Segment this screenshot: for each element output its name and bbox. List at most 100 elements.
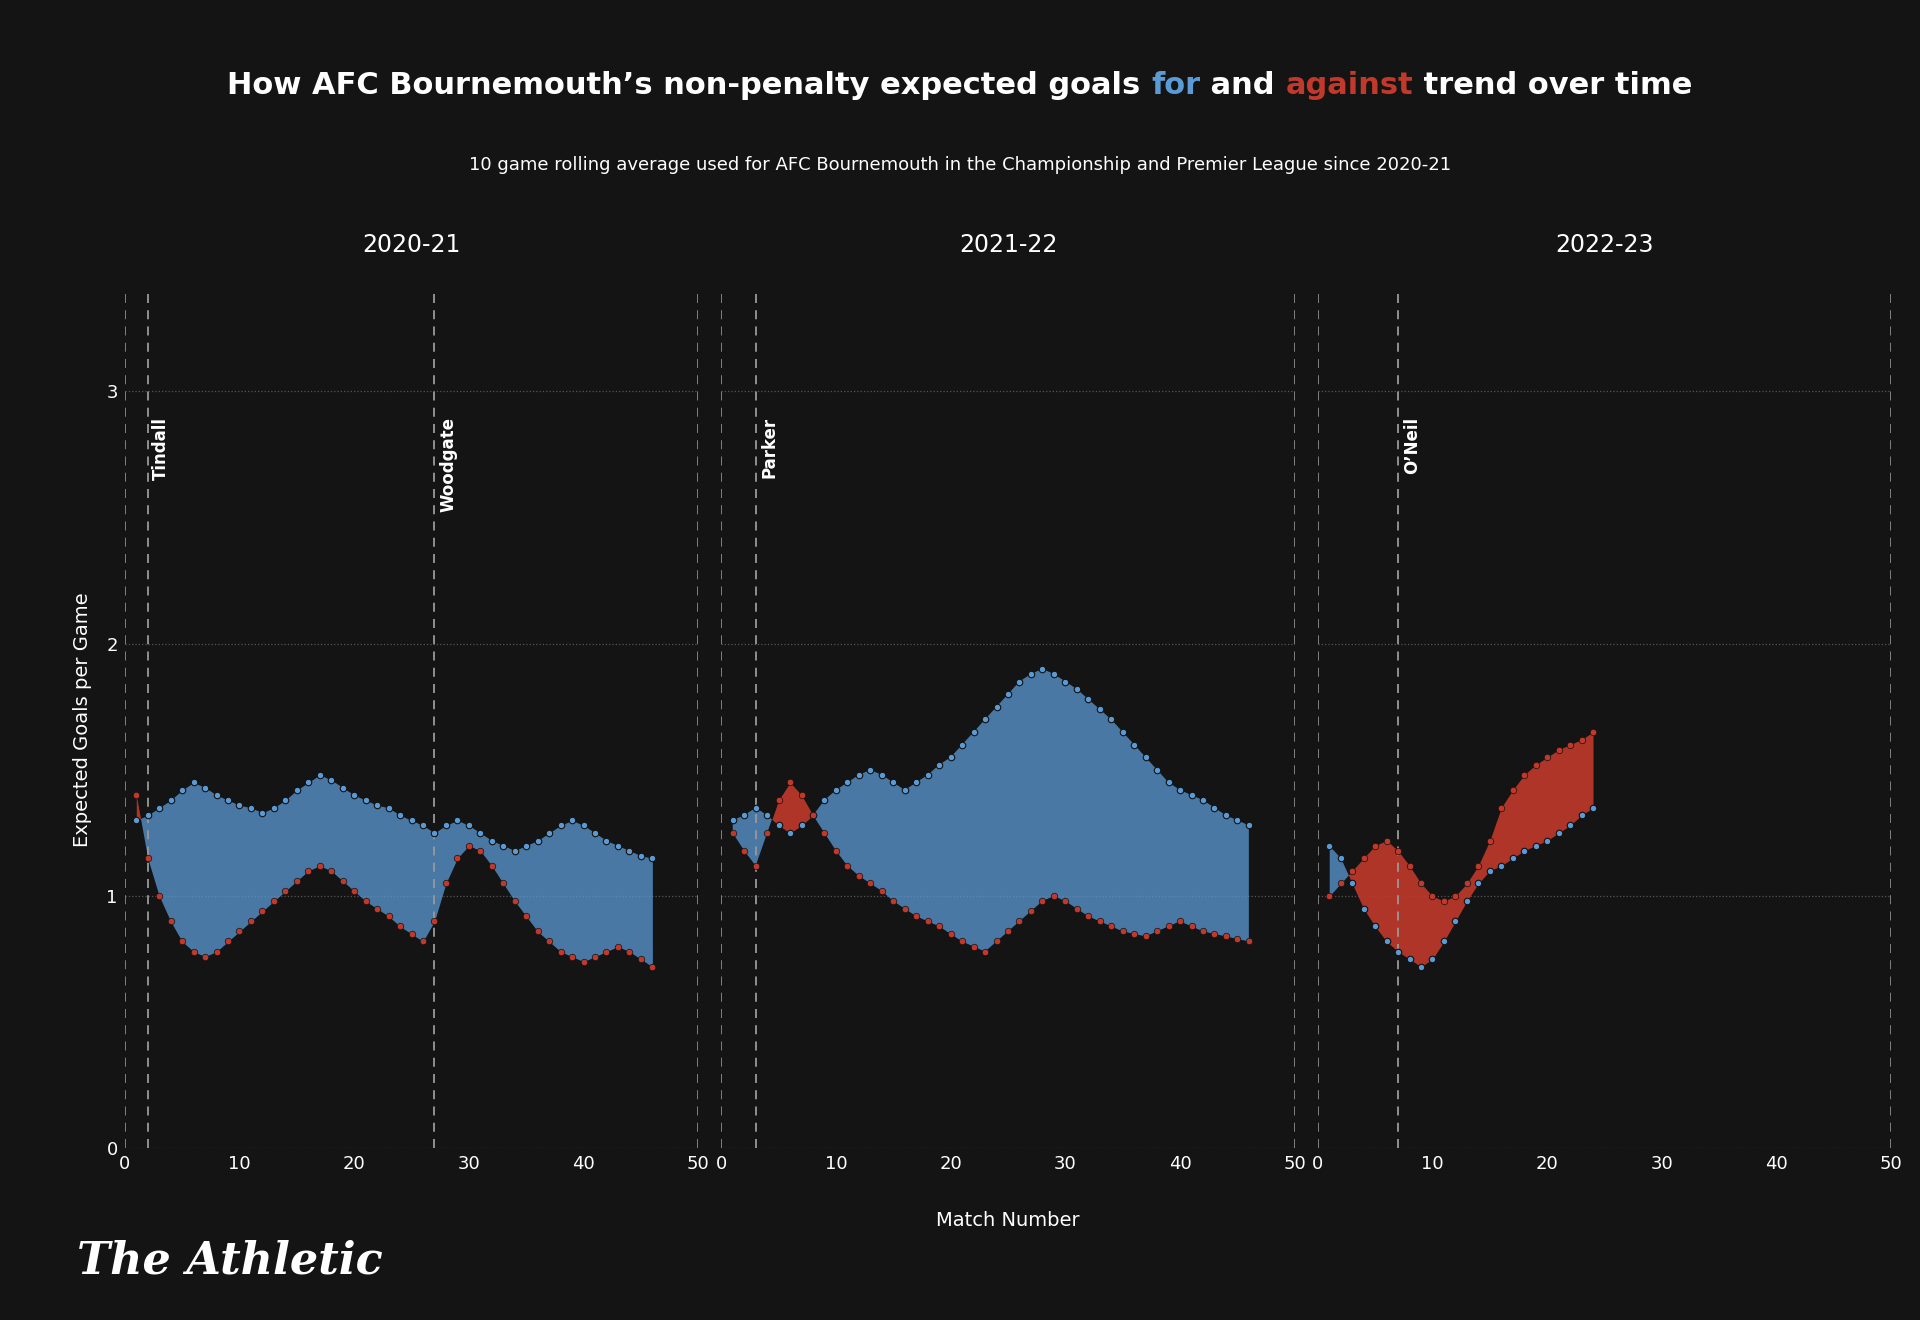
Point: [1417, 949, 1448, 970]
Point: [935, 924, 966, 945]
Point: [156, 789, 186, 810]
Point: [900, 906, 931, 927]
Point: [1417, 886, 1448, 907]
Point: [1221, 928, 1252, 949]
Point: [144, 797, 175, 818]
Point: [213, 789, 244, 810]
Point: [294, 861, 324, 882]
Point: [1486, 797, 1517, 818]
Point: [1532, 747, 1563, 768]
Point: [271, 880, 301, 902]
Point: [993, 921, 1023, 942]
Point: [1119, 734, 1150, 755]
Point: [202, 941, 232, 962]
Point: [1521, 836, 1551, 857]
Point: [1382, 941, 1413, 962]
Point: [741, 855, 772, 876]
Point: [349, 789, 380, 810]
Point: [213, 931, 244, 952]
Point: [1165, 780, 1196, 801]
Point: [372, 797, 403, 818]
Point: [1177, 784, 1208, 805]
Point: [361, 795, 392, 816]
Point: [1452, 873, 1482, 894]
Point: [1509, 840, 1540, 861]
Point: [1210, 805, 1240, 826]
Point: [202, 784, 232, 805]
Point: [144, 886, 175, 907]
Point: [236, 911, 267, 932]
Point: [900, 772, 931, 793]
Point: [1578, 797, 1609, 818]
Point: [349, 891, 380, 912]
Point: [776, 772, 806, 793]
Point: [317, 861, 348, 882]
Point: [396, 924, 426, 945]
Point: [866, 764, 897, 785]
Point: [1521, 754, 1551, 775]
Point: [820, 780, 851, 801]
Point: [248, 803, 278, 824]
Point: [442, 847, 472, 869]
Point: [1108, 921, 1139, 942]
Point: [372, 906, 403, 927]
Point: [407, 931, 438, 952]
Point: [1567, 729, 1597, 750]
Point: [1119, 924, 1150, 945]
Point: [225, 795, 255, 816]
Point: [591, 830, 622, 851]
Point: [1498, 847, 1528, 869]
Point: [326, 870, 357, 891]
Point: [626, 845, 657, 866]
Point: [1108, 722, 1139, 743]
Point: [1428, 891, 1459, 912]
Point: [294, 772, 324, 793]
Point: [580, 946, 611, 968]
Point: [384, 805, 415, 826]
Point: [167, 931, 198, 952]
Point: [453, 814, 484, 836]
Point: [1177, 916, 1208, 937]
Point: [534, 931, 564, 952]
Point: [1027, 891, 1058, 912]
Point: [1475, 830, 1505, 851]
Point: [396, 809, 426, 830]
Point: [1348, 898, 1379, 919]
Point: [764, 814, 795, 836]
Point: [442, 809, 472, 830]
Point: [958, 722, 989, 743]
Point: [1463, 855, 1494, 876]
Point: [511, 836, 541, 857]
Point: [1085, 911, 1116, 932]
Point: [1336, 873, 1367, 894]
Point: [1154, 916, 1185, 937]
Point: [924, 916, 954, 937]
Point: [1325, 847, 1356, 869]
Text: against: against: [1286, 71, 1413, 100]
Point: [430, 814, 461, 836]
Point: [190, 946, 221, 968]
Point: [465, 822, 495, 843]
Point: [1210, 925, 1240, 946]
Point: [1062, 898, 1092, 919]
Text: for: for: [1152, 71, 1200, 100]
Point: [317, 770, 348, 791]
Point: [476, 855, 507, 876]
Point: [1463, 873, 1494, 894]
Point: [776, 822, 806, 843]
Point: [1405, 873, 1436, 894]
Point: [1004, 911, 1035, 932]
Point: [259, 797, 290, 818]
Point: [981, 696, 1012, 717]
Text: Tindall: Tindall: [152, 417, 171, 479]
Point: [785, 784, 816, 805]
Point: [637, 847, 668, 869]
Point: [614, 941, 645, 962]
Point: [419, 911, 449, 932]
Point: [1154, 772, 1185, 793]
Point: [1016, 900, 1046, 921]
Text: How AFC Bournemouth’s non-penalty expected goals: How AFC Bournemouth’s non-penalty expect…: [227, 71, 1152, 100]
Point: [877, 891, 908, 912]
Point: [338, 784, 369, 805]
Point: [981, 931, 1012, 952]
